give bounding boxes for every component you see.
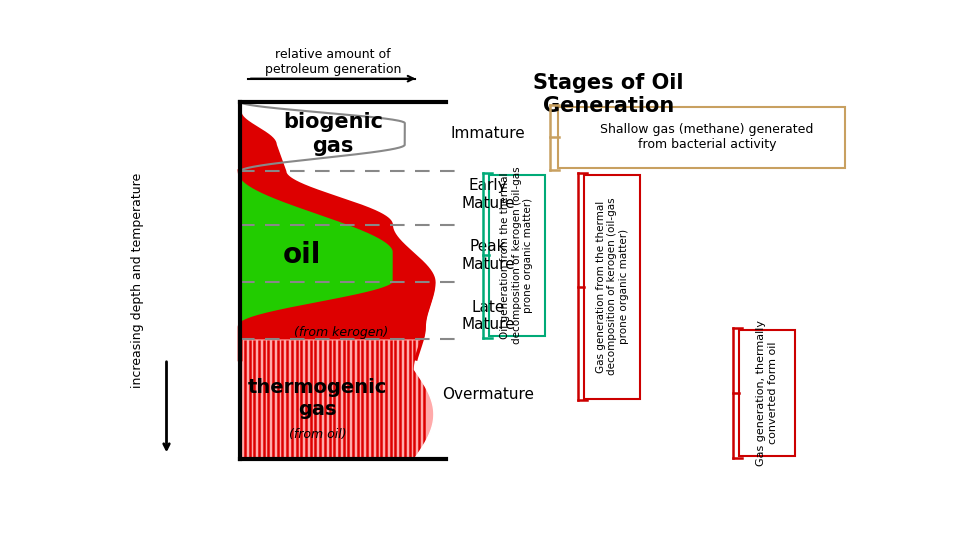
Text: Gas generation from the thermal
decomposition of kerogen (oil-gas
prone organic : Gas generation from the thermal decompos… <box>595 198 629 375</box>
Polygon shape <box>120 94 240 467</box>
Text: Peak
Mature: Peak Mature <box>462 239 515 272</box>
Polygon shape <box>415 340 512 459</box>
Text: Shallow gas (methane) generated
from bacterial activity: Shallow gas (methane) generated from bac… <box>600 124 814 152</box>
FancyBboxPatch shape <box>558 107 845 167</box>
Text: Early
Mature: Early Mature <box>462 178 515 211</box>
Text: Oil generation from the thermal
decomposition of kerogen (oil-gas
prone organic : Oil generation from the thermal decompos… <box>500 166 534 344</box>
Text: Overmature: Overmature <box>443 387 534 402</box>
Text: thermogenic
gas: thermogenic gas <box>248 378 387 419</box>
Text: Stages of Oil
Generation: Stages of Oil Generation <box>533 72 684 116</box>
Polygon shape <box>240 102 434 459</box>
FancyBboxPatch shape <box>739 330 795 456</box>
Text: Immature: Immature <box>451 126 525 141</box>
Polygon shape <box>240 102 263 171</box>
Polygon shape <box>120 459 864 481</box>
Polygon shape <box>240 102 405 171</box>
Text: Gas generation, thermally
converted form oil: Gas generation, thermally converted form… <box>756 320 778 466</box>
Text: increasing depth and temperature: increasing depth and temperature <box>131 173 144 388</box>
Text: Late
Mature: Late Mature <box>462 300 515 332</box>
Text: biogenic
gas: biogenic gas <box>283 112 383 156</box>
Text: oil: oil <box>283 241 322 269</box>
FancyBboxPatch shape <box>489 174 544 336</box>
Text: (from kerogen): (from kerogen) <box>294 326 388 339</box>
FancyBboxPatch shape <box>585 174 640 399</box>
Text: (from oil): (from oil) <box>289 428 347 441</box>
Text: relative amount of
petroleum generation: relative amount of petroleum generation <box>265 48 401 76</box>
